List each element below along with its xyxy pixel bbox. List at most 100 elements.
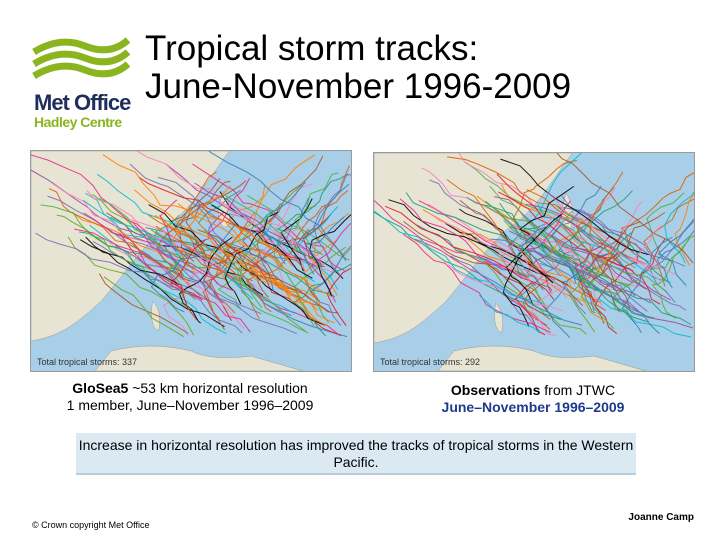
storm-track [192, 211, 225, 285]
storm-track [539, 263, 640, 313]
storm-track [194, 182, 317, 260]
storm-track [80, 239, 225, 328]
storm-track [499, 202, 649, 323]
storm-track [489, 185, 570, 262]
storm-track [507, 223, 546, 281]
storm-track [102, 154, 283, 257]
caption-observations: Observations from JTWC June–November 199… [373, 382, 693, 416]
storm-track [170, 180, 231, 262]
track-map-right [374, 153, 694, 371]
storm-track [517, 200, 565, 278]
storm-track [294, 205, 324, 256]
storm-track [580, 270, 614, 329]
storm-count-label: Total tropical storms: 292 [380, 357, 481, 367]
storm-track [421, 167, 601, 270]
storm-track [171, 185, 231, 271]
storm-track [131, 221, 235, 292]
philippines-landmass [151, 300, 160, 332]
storm-track [98, 273, 189, 334]
storm-track [248, 228, 317, 298]
storm-track [169, 239, 206, 321]
storm-track [450, 255, 583, 326]
storm-track [562, 207, 686, 267]
storm-track [201, 205, 306, 272]
storm-track [202, 252, 230, 320]
storm-track [500, 158, 649, 256]
storm-track [568, 256, 609, 333]
storm-track [515, 224, 552, 291]
title-line-2: June-November 1996-2009 [145, 67, 572, 106]
storm-track [293, 263, 351, 337]
storm-track [564, 224, 668, 293]
conclusion-box: Increase in horizontal resolution has im… [76, 433, 636, 475]
logo-text-met-office: Met Office [34, 90, 131, 115]
storm-track [208, 151, 347, 261]
met-office-logo: Met Office Hadley Centre [30, 32, 131, 132]
storm-track [558, 187, 614, 279]
storm-track [646, 192, 685, 261]
storm-track [577, 230, 623, 311]
storm-track [242, 203, 281, 264]
storm-track [405, 192, 553, 269]
map-glosea5-tracks: Total tropical storms: 337 [30, 150, 352, 372]
storm-track [311, 247, 351, 323]
storm-track [309, 245, 351, 327]
storm-track [83, 212, 251, 333]
storm-track [119, 232, 203, 301]
storm-track [621, 236, 673, 334]
storm-track [546, 192, 675, 275]
storm-track [620, 172, 694, 252]
storm-track [178, 236, 233, 324]
storm-track [217, 247, 319, 311]
storm-track [35, 232, 196, 301]
caption-line-2: June–November 1996–2009 [441, 399, 625, 415]
storm-track [497, 191, 639, 277]
storm-track [74, 228, 202, 299]
storm-track [611, 238, 691, 325]
storm-track [263, 234, 292, 283]
storm-track [224, 211, 279, 305]
storm-track [207, 177, 251, 267]
storm-track [657, 218, 694, 286]
storm-track [294, 246, 346, 327]
track-map-left [31, 151, 351, 371]
storm-track [225, 244, 336, 298]
storm-track [429, 179, 562, 277]
storm-track [276, 173, 349, 258]
storm-track [225, 154, 316, 253]
storm-track [384, 205, 555, 300]
caption-line-2: 1 member, June–November 1996–2009 [66, 397, 314, 413]
storm-track [304, 216, 345, 268]
storm-track [191, 213, 331, 297]
copyright-notice: © Crown copyright Met Office [32, 520, 150, 530]
storm-track [128, 218, 262, 291]
caption-rest: from JTWC [540, 382, 616, 398]
storm-track [572, 262, 694, 329]
storm-track [478, 295, 541, 334]
storm-track [399, 198, 523, 279]
storm-track [191, 248, 225, 303]
storm-track [430, 213, 568, 299]
storm-track [593, 243, 621, 313]
storm-track [597, 297, 692, 338]
storm-track [582, 230, 671, 283]
caption-glosea5: GloSea5 ~53 km horizontal resolution 1 m… [30, 380, 350, 414]
storm-track [245, 228, 309, 313]
storm-track [466, 197, 571, 262]
storm-track [465, 162, 636, 269]
storm-track [633, 224, 663, 283]
maritime-continent-landmass [94, 345, 304, 371]
storm-track [159, 199, 183, 253]
caption-bold: Observations [450, 382, 541, 398]
storm-track [31, 154, 189, 259]
caption-bold: GloSea5 [72, 380, 129, 396]
storm-track [577, 201, 643, 306]
storm-track [202, 266, 228, 331]
storm-track [280, 198, 313, 271]
storm-track [296, 183, 350, 275]
storm-track [556, 153, 694, 264]
storm-track [456, 227, 576, 285]
storm-track [458, 153, 608, 262]
caption-line-1: Observations from JTWC [373, 382, 693, 399]
storm-track [638, 238, 666, 305]
